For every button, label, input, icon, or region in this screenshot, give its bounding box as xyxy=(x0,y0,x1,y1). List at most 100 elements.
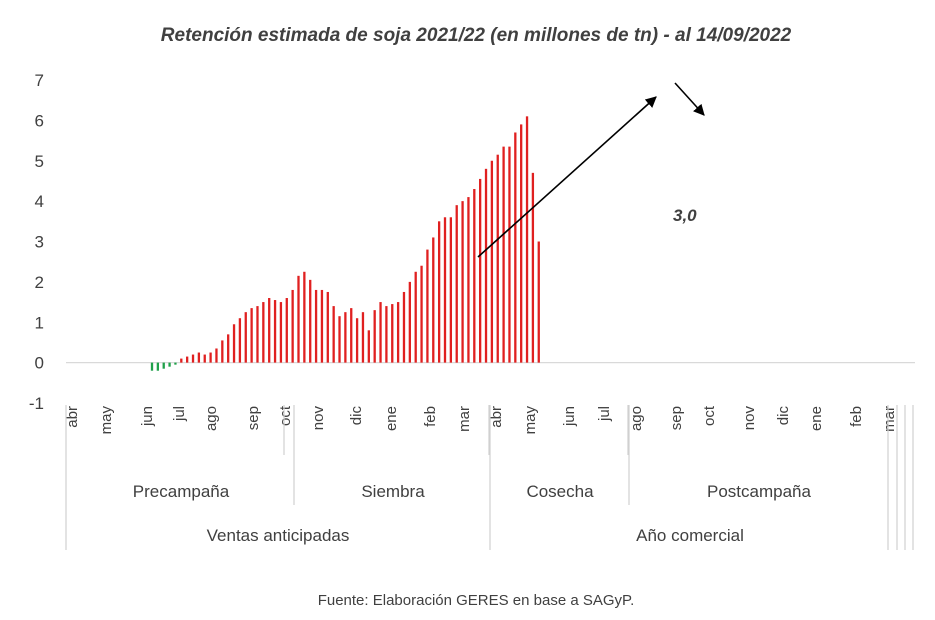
y-tick-label: 0 xyxy=(35,354,44,373)
bar xyxy=(238,318,242,363)
bar xyxy=(215,348,218,363)
bar xyxy=(186,356,189,363)
month-tick-label: may xyxy=(522,406,539,435)
month-tick-label: dic xyxy=(775,406,792,426)
bar xyxy=(209,352,212,363)
bar xyxy=(150,362,154,371)
period-label: Año comercial xyxy=(636,526,744,545)
y-tick-label: 6 xyxy=(35,111,44,130)
bar xyxy=(414,271,417,363)
month-tick-label: nov xyxy=(310,406,327,431)
bars xyxy=(150,116,540,371)
rising-trend-arrow xyxy=(477,96,657,258)
month-tick-label: ene xyxy=(383,406,400,431)
bar xyxy=(479,178,482,363)
bar xyxy=(525,116,529,363)
bar xyxy=(338,316,341,363)
bar xyxy=(437,221,441,363)
bar xyxy=(180,358,183,363)
period-label: Ventas anticipadas xyxy=(207,526,350,545)
bar xyxy=(174,362,177,365)
bar xyxy=(467,197,470,363)
bar xyxy=(227,334,230,363)
bar xyxy=(355,318,359,363)
bar xyxy=(244,312,247,363)
y-tick-label: 3 xyxy=(35,233,44,252)
bar xyxy=(221,340,224,363)
bar xyxy=(514,132,517,363)
chart-title: Retención estimada de soja 2021/22 (en m… xyxy=(161,25,792,46)
bar xyxy=(455,205,458,363)
bar xyxy=(285,298,288,363)
month-tick-label: ago xyxy=(203,406,220,431)
bar xyxy=(537,241,540,363)
y-tick-label: 1 xyxy=(35,313,44,332)
month-tick-label: sep xyxy=(668,406,685,430)
bar xyxy=(531,172,535,363)
y-axis: -1 0 1 2 3 4 5 6 7 xyxy=(29,71,44,413)
month-tick-label: abr xyxy=(488,406,505,428)
trend-arrows xyxy=(477,82,705,258)
bar xyxy=(320,289,324,363)
bar xyxy=(391,304,394,363)
bar xyxy=(250,308,253,363)
month-tick-label: nov xyxy=(741,406,758,431)
y-tick-label: -1 xyxy=(29,394,44,413)
source-note: Fuente: Elaboración GERES en base a SAGy… xyxy=(318,592,635,609)
month-tick-label: dic xyxy=(348,406,365,426)
month-tick-label: jun xyxy=(561,406,578,427)
bar xyxy=(449,217,453,363)
bar xyxy=(385,306,388,363)
bar xyxy=(396,302,400,363)
bar xyxy=(314,289,318,363)
y-tick-label: 7 xyxy=(35,71,44,90)
bar xyxy=(473,189,476,363)
last-value-annotation: 3,0 xyxy=(673,206,697,225)
month-tick-label: oct xyxy=(701,405,718,426)
bar xyxy=(203,354,206,363)
month-tick-label: mar xyxy=(456,406,473,432)
month-tick-label: mar xyxy=(881,406,898,432)
y-tick-label: 4 xyxy=(35,192,44,211)
bar xyxy=(303,271,306,363)
month-tick-label: feb xyxy=(848,406,865,427)
bar xyxy=(297,275,300,363)
falling-trend-arrow xyxy=(674,82,705,116)
bar xyxy=(232,324,236,363)
y-tick-label: 2 xyxy=(35,273,44,292)
phase-label: Precampaña xyxy=(133,482,230,501)
phase-label: Cosecha xyxy=(526,482,594,501)
bar xyxy=(273,300,277,363)
bar xyxy=(191,354,195,363)
bar xyxy=(426,249,429,363)
month-tick-label: ago xyxy=(628,406,645,431)
bar xyxy=(350,308,353,363)
month-tick-label: jul xyxy=(596,406,613,422)
month-tick-label: feb xyxy=(422,406,439,427)
month-tick-label: sep xyxy=(245,406,262,430)
bar xyxy=(156,362,160,371)
bar xyxy=(443,217,447,363)
bar xyxy=(291,289,294,363)
y-tick-label: 5 xyxy=(35,152,44,171)
bar xyxy=(344,312,347,363)
x-axis: abr may jun jul ago sep oct nov dic ene feb mar abr m… xyxy=(64,405,914,550)
bar xyxy=(367,330,370,363)
bar xyxy=(402,291,406,363)
bar xyxy=(520,124,523,363)
bar xyxy=(408,281,411,363)
month-tick-label: abr xyxy=(64,406,81,428)
bar xyxy=(309,279,312,363)
bar xyxy=(490,160,494,363)
bar xyxy=(432,237,435,363)
month-tick-label: jul xyxy=(171,406,188,422)
bar xyxy=(361,312,365,363)
month-tick-label: jun xyxy=(139,406,156,427)
bar xyxy=(484,168,488,363)
bar xyxy=(268,298,271,363)
phase-label: Postcampaña xyxy=(707,482,811,501)
bar xyxy=(379,302,382,363)
bar xyxy=(262,302,265,363)
bar xyxy=(168,362,171,367)
